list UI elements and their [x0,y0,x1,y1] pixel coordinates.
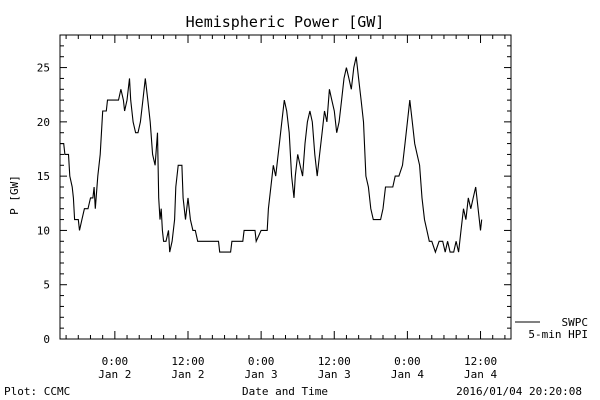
y-tick-label: 20 [37,116,50,129]
x-tick-label-date: Jan 2 [98,368,131,381]
x-axis-label: Date and Time [242,385,328,398]
x-tick-label-date: Jan 4 [391,368,424,381]
plot-credit: Plot: CCMC [4,385,70,398]
legend-product-label: 5-min HPI [528,328,588,341]
x-tick-label: 0:00 [394,355,421,368]
y-tick-label: 25 [37,62,50,75]
y-axis: 0 5 10 15 20 25 [37,34,511,346]
chart-title: Hemispheric Power [GW] [186,13,385,31]
y-tick-label: 5 [43,279,50,292]
series-line-hpi [60,56,483,254]
y-axis-label: P [GW] [8,175,21,215]
y-tick-label: 10 [37,224,50,237]
x-tick-label: 12:00 [464,355,497,368]
x-tick-label: 12:00 [318,355,351,368]
x-tick-label-date: Jan 3 [245,368,278,381]
series-layer [60,56,483,254]
plot-frame [59,34,512,340]
legend: SWPC 5-min HPI [515,316,588,341]
x-tick-label-date: Jan 2 [171,368,204,381]
x-tick-label: 0:00 [248,355,275,368]
plot-timestamp: 2016/01/04 20:20:08 [456,385,582,398]
x-tick-label: 12:00 [171,355,204,368]
x-tick-label-date: Jan 4 [464,368,497,381]
y-tick-label: 0 [43,333,50,346]
legend-source-label: SWPC [562,316,589,329]
x-tick-label-date: Jan 3 [318,368,351,381]
y-tick-label: 15 [37,170,50,183]
x-tick-label: 0:00 [102,355,129,368]
